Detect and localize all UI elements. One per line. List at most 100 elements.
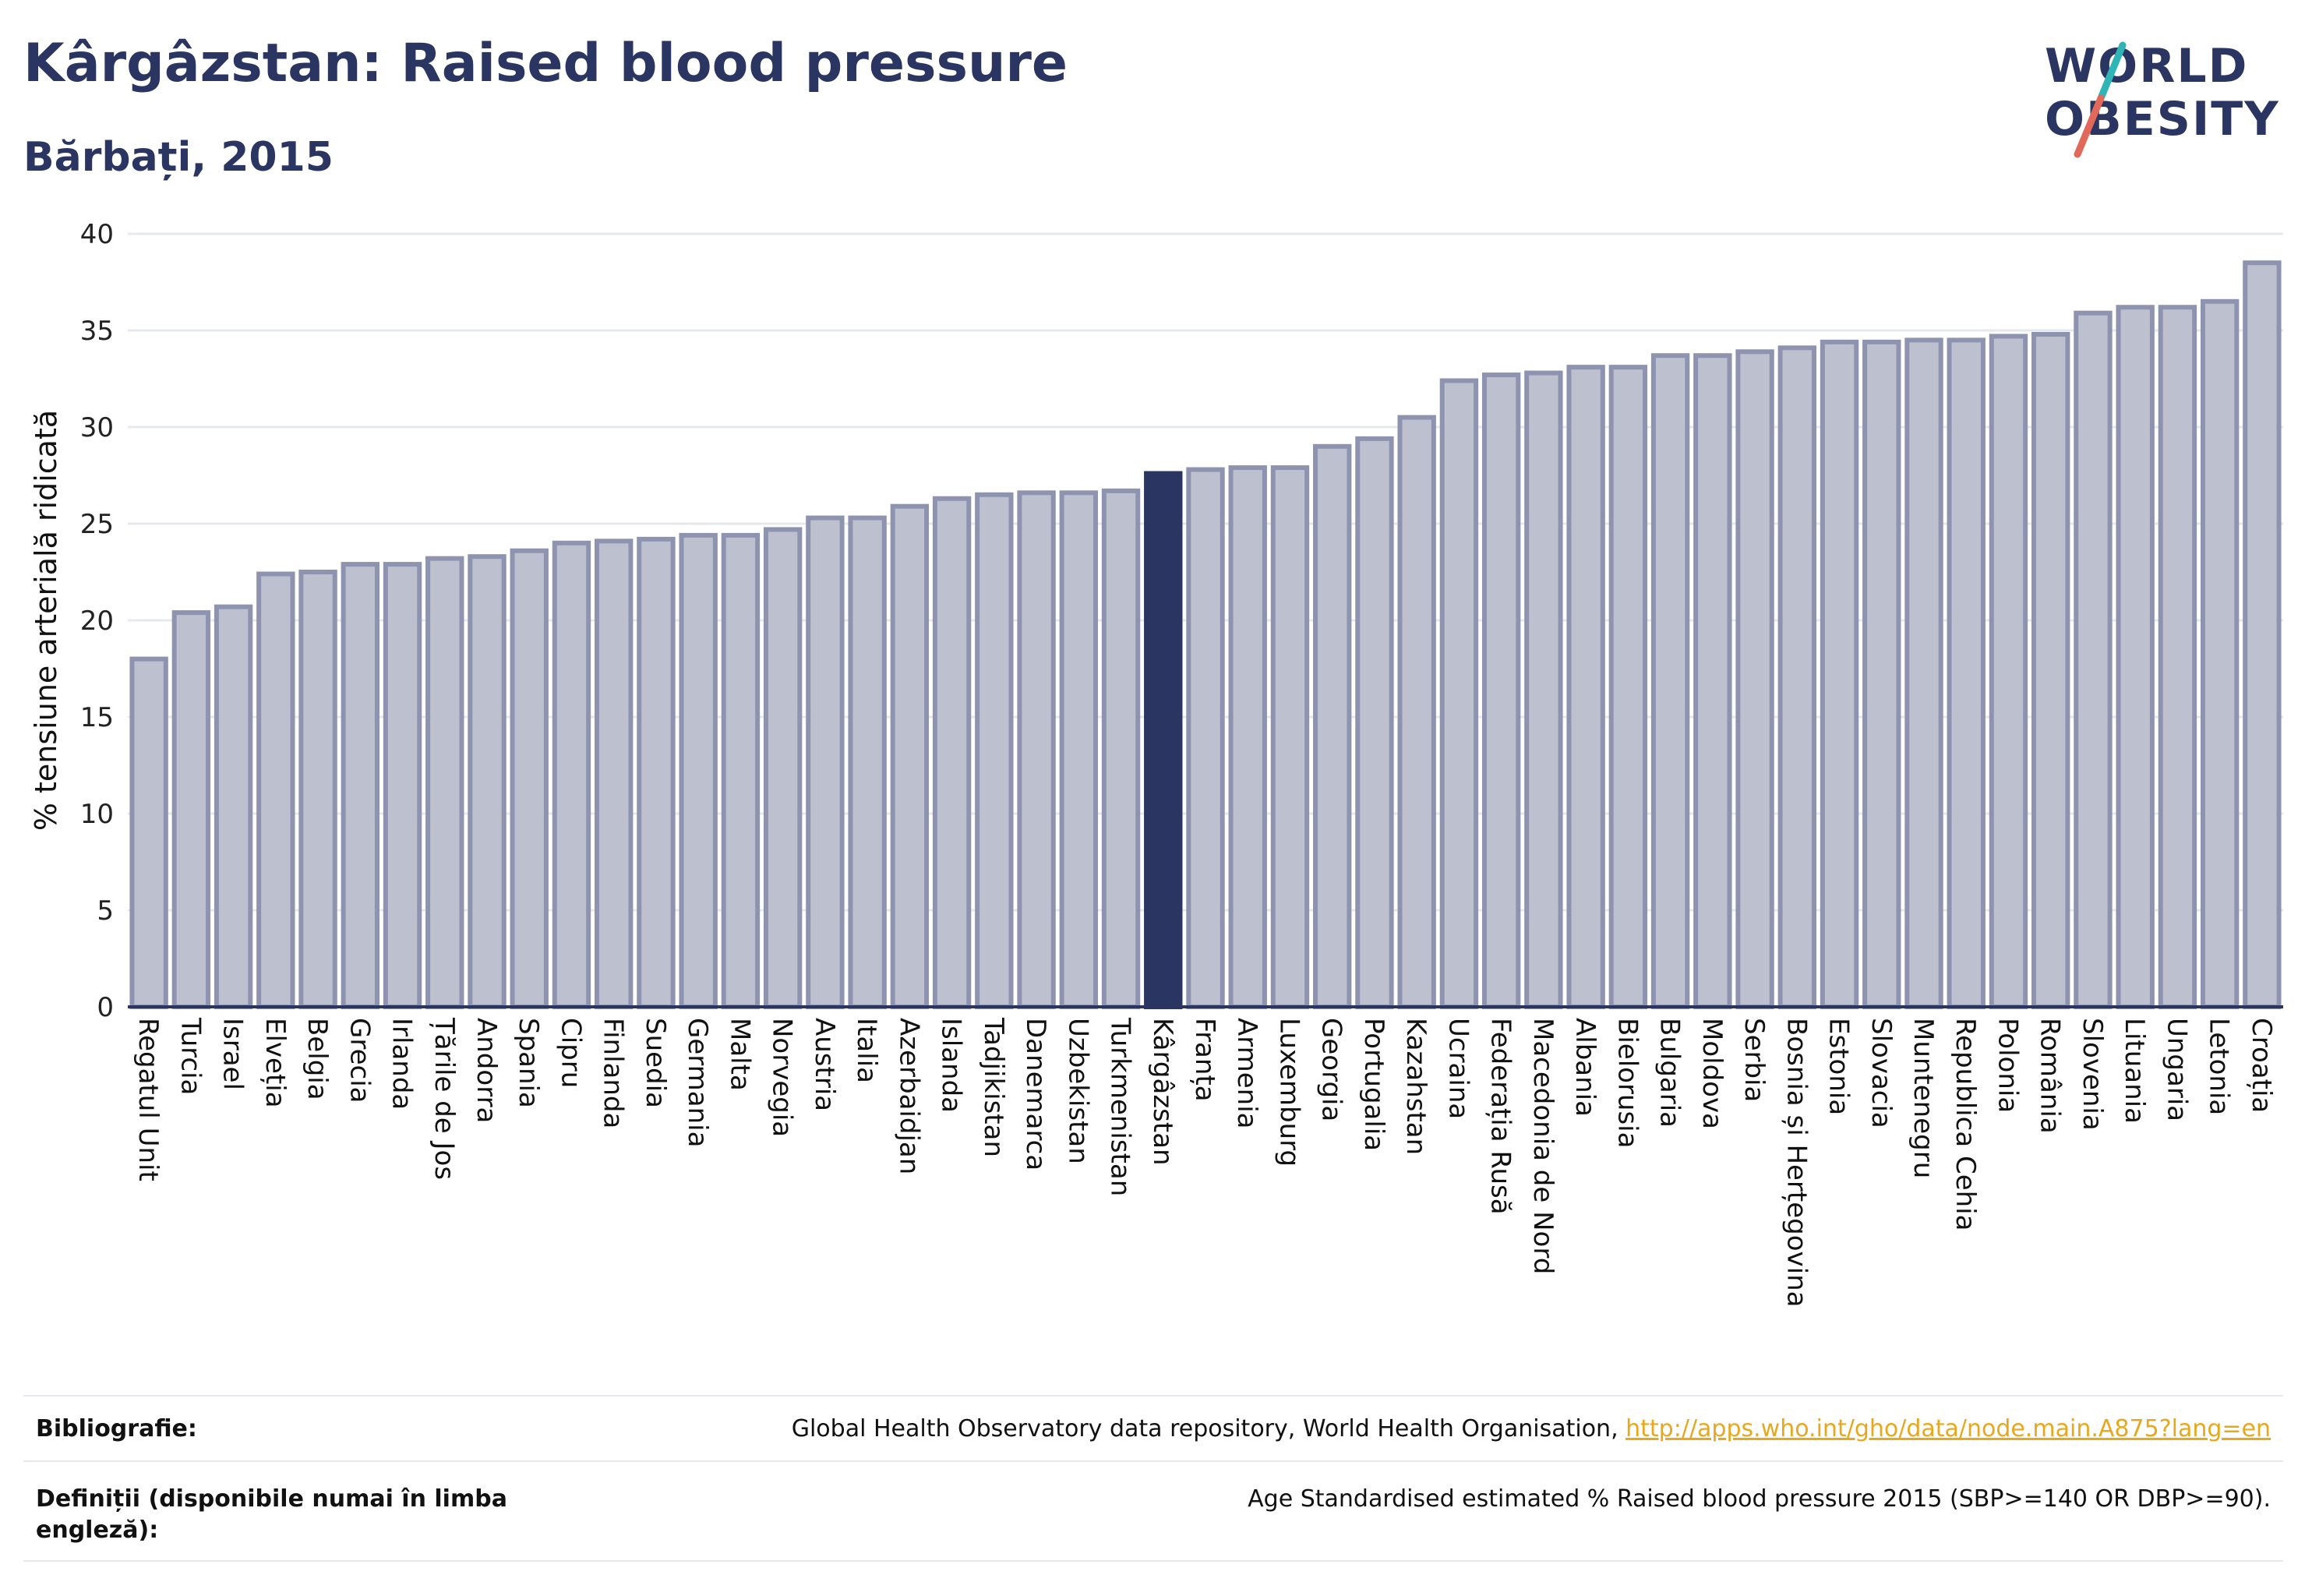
x-tick-label: Slovenia	[2077, 1018, 2108, 1131]
y-tick-label: 20	[80, 606, 114, 637]
bar	[298, 570, 337, 1009]
y-tick-label: 5	[97, 895, 114, 927]
bar	[468, 554, 507, 1010]
bar	[1735, 349, 1774, 1009]
x-tick-label: Muntenegru	[1908, 1018, 1939, 1178]
x-tick-label: Franța	[1189, 1018, 1220, 1102]
x-tick-label: Estonia	[1823, 1018, 1855, 1115]
bar	[1947, 337, 1986, 1009]
bar	[341, 562, 379, 1009]
x-tick-label: Bosnia și Herțegovina	[1781, 1018, 1812, 1308]
definitions-value: Age Standardised estimated % Raised bloo…	[1248, 1485, 2271, 1513]
bar	[214, 604, 253, 1009]
x-tick-label: Danemarca	[1020, 1018, 1051, 1171]
bar	[679, 532, 718, 1009]
bar	[1101, 488, 1141, 1009]
logo-word-world: WORLD	[2045, 39, 2249, 94]
bar	[763, 527, 803, 1009]
x-tick-label: Malta	[724, 1018, 755, 1091]
x-tick-label: Georgia	[1316, 1018, 1347, 1121]
x-tick-label: Moldova	[1696, 1018, 1728, 1129]
page-title: Kârgâzstan: Raised blood pressure	[23, 33, 1068, 94]
definitions-label: Definiții (disponibile numai în limba en…	[36, 1485, 507, 1544]
logo-slash-icon	[2074, 41, 2127, 158]
x-tick-label: Federația Rusă	[1485, 1018, 1516, 1215]
x-tick-label: Elveția	[259, 1018, 291, 1108]
bar	[1693, 353, 1732, 1010]
bar	[256, 571, 295, 1010]
x-tick-label: Ucraina	[1442, 1018, 1474, 1119]
x-tick-label: Germania	[682, 1018, 713, 1147]
page-subtitle: Bărbați, 2015	[23, 134, 334, 181]
y-tick-label: 30	[80, 412, 114, 443]
bar	[1059, 490, 1098, 1009]
x-tick-label: Polonia	[1992, 1018, 2023, 1113]
bar	[2243, 260, 2282, 1009]
bar	[932, 496, 972, 1009]
bar	[1481, 373, 1521, 1010]
bar	[1524, 370, 1563, 1009]
world-obesity-logo: WORLD OBESITY	[2034, 36, 2283, 168]
x-tick-label: Ungaria	[2161, 1018, 2192, 1121]
x-tick-label: Tadjikistan	[978, 1017, 1009, 1157]
x-tick-label: Azerbaidjan	[893, 1018, 924, 1174]
x-tick-label: Islanda	[936, 1018, 967, 1113]
bar	[510, 548, 549, 1010]
x-tick-label: Republica Cehia	[1950, 1018, 1981, 1231]
bar	[2031, 331, 2070, 1009]
x-tick-label: Italia	[851, 1018, 882, 1083]
bar	[806, 515, 845, 1009]
bibliography-text: Global Health Observatory data repositor…	[791, 1415, 1626, 1442]
x-tick-label: Portugalia	[1358, 1018, 1389, 1151]
bar	[1313, 443, 1352, 1009]
x-tick-label: Austria	[809, 1018, 840, 1111]
x-tick-label: Norvegia	[767, 1018, 798, 1137]
x-tick-label: Turcia	[175, 1017, 206, 1095]
bibliography-link[interactable]: http://apps.who.int/gho/data/node.main.A…	[1626, 1415, 2271, 1442]
x-tick-label: Belgia	[302, 1018, 333, 1100]
y-tick-label: 10	[80, 799, 114, 830]
x-tick-label: Irlanda	[387, 1018, 418, 1110]
y-tick-label: 0	[97, 992, 114, 1023]
x-tick-label: Lituania	[2119, 1018, 2150, 1124]
bar	[1397, 415, 1436, 1010]
x-tick-label: Letonia	[2204, 1018, 2235, 1115]
y-tick-label: 35	[80, 316, 114, 347]
bar	[2116, 305, 2155, 1010]
x-tick-label: Kârgâzstan	[1147, 1018, 1178, 1166]
x-tick-label: Andorra	[471, 1018, 502, 1123]
bar	[1270, 465, 1310, 1009]
x-tick-label: Macedonia de Nord	[1527, 1018, 1558, 1274]
bar	[2158, 305, 2197, 1010]
bar	[171, 610, 211, 1010]
x-tick-label: Turkmenistan	[1105, 1017, 1136, 1196]
bar	[2200, 298, 2240, 1010]
bar	[1228, 465, 1267, 1009]
x-tick-label: Spania	[513, 1018, 544, 1108]
x-tick-label: Slovacia	[1866, 1018, 1897, 1128]
bar	[890, 503, 930, 1009]
bar	[848, 515, 887, 1009]
bar	[1904, 337, 1943, 1009]
bar	[595, 538, 634, 1009]
bar	[1608, 365, 1648, 1009]
bar	[1777, 345, 1816, 1009]
bar-chart: 0 5 10 15 20 25 30 35 40 Regatul Unit Turcia Israel…	[29, 219, 2283, 1308]
bar	[425, 556, 464, 1009]
x-tick-label: Grecia	[344, 1018, 375, 1103]
x-tick-label: Uzbekistan	[1062, 1018, 1093, 1164]
y-tick-label: 40	[80, 219, 114, 250]
bibliography-value: Global Health Observatory data repositor…	[792, 1415, 2271, 1442]
x-tick-label: Armenia	[1231, 1018, 1262, 1129]
bar	[129, 656, 168, 1009]
bar	[1650, 353, 1690, 1010]
bibliography-row: Bibliografie: Global Health Observatory …	[23, 1395, 2283, 1462]
bar	[1186, 467, 1225, 1009]
bibliography-label: Bibliografie:	[36, 1415, 197, 1442]
bar	[1017, 490, 1056, 1009]
x-tick-label: Croația	[2246, 1018, 2277, 1113]
x-tick-label: Bielorusia	[1611, 1018, 1643, 1148]
bar	[1566, 365, 1605, 1009]
bar	[383, 562, 422, 1009]
definitions-row: Definiții (disponibile numai în limba en…	[23, 1460, 2283, 1562]
